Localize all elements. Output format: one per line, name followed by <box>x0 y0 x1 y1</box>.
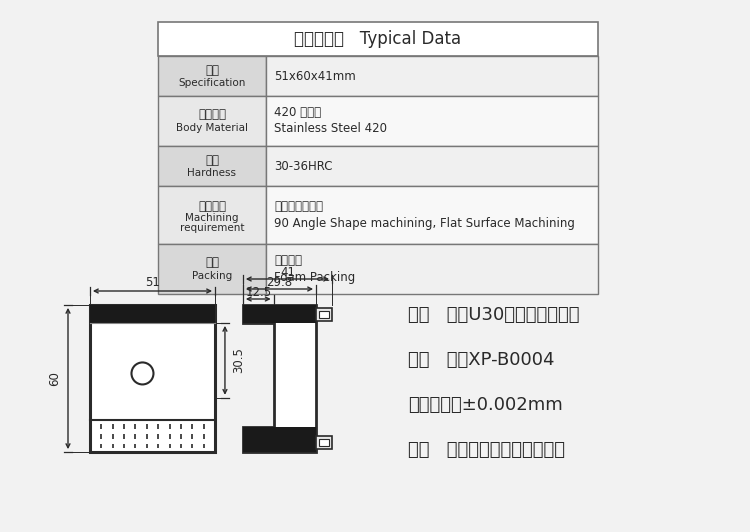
Bar <box>158 146 266 186</box>
Bar <box>266 244 598 294</box>
Text: 29.8: 29.8 <box>266 276 292 288</box>
Text: 【型   號】XP-B0004: 【型 號】XP-B0004 <box>408 351 554 369</box>
Text: 规格: 规格 <box>205 63 219 77</box>
Bar <box>316 436 332 449</box>
Text: 51: 51 <box>145 277 160 289</box>
Text: 硬度: 硬度 <box>205 154 219 167</box>
Bar <box>158 244 266 294</box>
Text: Stainless Steel 420: Stainless Steel 420 <box>274 122 387 136</box>
Bar <box>90 305 215 452</box>
Text: 30.5: 30.5 <box>232 347 245 373</box>
Text: 【同心度】±0.002mm: 【同心度】±0.002mm <box>408 396 562 414</box>
Text: 420 不銹鋼: 420 不銹鋼 <box>274 106 321 120</box>
Text: 包裝: 包裝 <box>205 256 219 270</box>
Text: 90 Angle Shape machining, Flat Surface Machining: 90 Angle Shape machining, Flat Surface M… <box>274 217 574 229</box>
Text: Body Material: Body Material <box>176 123 248 133</box>
Text: 【品   名】U30槽型不銹鋼夾頭: 【品 名】U30槽型不銹鋼夾頭 <box>408 306 580 324</box>
Text: 60: 60 <box>49 371 62 386</box>
Text: 规格参数表   Typical Data: 规格参数表 Typical Data <box>295 30 461 48</box>
Text: 51x60x41mm: 51x60x41mm <box>274 70 356 82</box>
Text: Packing: Packing <box>192 271 232 281</box>
Bar <box>266 146 598 186</box>
Bar <box>158 56 266 96</box>
Polygon shape <box>243 305 316 452</box>
Bar <box>266 96 598 146</box>
Text: 海棉包裝: 海棉包裝 <box>274 254 302 268</box>
Text: 主體材料: 主體材料 <box>198 109 226 121</box>
Text: 41: 41 <box>280 265 295 278</box>
Text: 12.5: 12.5 <box>245 286 272 298</box>
Text: Foam Packing: Foam Packing <box>274 270 356 284</box>
Text: 30-36HRC: 30-36HRC <box>274 160 332 172</box>
Bar <box>319 311 329 318</box>
Text: requirement: requirement <box>180 223 244 233</box>
Text: 【應   用】適用于定位夾具系統: 【應 用】適用于定位夾具系統 <box>408 441 565 459</box>
Bar <box>90 305 215 323</box>
Bar <box>158 96 266 146</box>
Bar <box>158 22 598 56</box>
Bar <box>316 308 332 321</box>
Bar <box>266 56 598 96</box>
Bar <box>243 305 316 323</box>
Text: Specification: Specification <box>178 78 246 88</box>
Bar <box>319 439 329 446</box>
Bar <box>266 186 598 244</box>
Bar <box>243 427 316 452</box>
Text: Machining: Machining <box>185 213 238 223</box>
Circle shape <box>131 362 154 385</box>
Text: 全部倒角、銅平: 全部倒角、銅平 <box>274 201 323 213</box>
Text: 加工要求: 加工要求 <box>198 200 226 212</box>
Bar <box>158 186 266 244</box>
Text: Hardness: Hardness <box>188 168 236 178</box>
